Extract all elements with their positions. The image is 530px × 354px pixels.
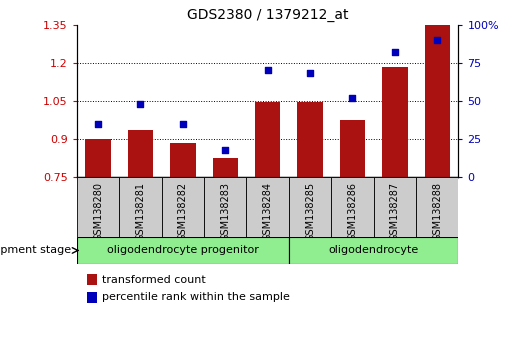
Bar <box>204 177 246 237</box>
Point <box>433 37 441 43</box>
Point <box>348 95 357 101</box>
Point <box>94 121 102 127</box>
Bar <box>425 25 450 177</box>
Bar <box>374 177 416 237</box>
Text: transformed count: transformed count <box>102 275 206 285</box>
Bar <box>255 102 280 177</box>
Text: GSM138280: GSM138280 <box>93 182 103 241</box>
Bar <box>246 177 289 237</box>
Text: oligodendrocyte: oligodendrocyte <box>329 245 419 256</box>
Bar <box>87 292 97 303</box>
Bar <box>416 177 458 237</box>
Text: GSM138283: GSM138283 <box>220 182 230 241</box>
Text: GSM138282: GSM138282 <box>178 182 188 241</box>
Bar <box>77 177 119 237</box>
Point <box>263 68 272 73</box>
Bar <box>213 158 238 177</box>
Bar <box>128 130 153 177</box>
Bar <box>289 177 331 237</box>
Text: GSM138288: GSM138288 <box>432 182 442 241</box>
Bar <box>289 237 458 264</box>
Point <box>391 49 399 55</box>
Point <box>136 101 145 107</box>
Point <box>179 121 187 127</box>
Bar <box>170 143 196 177</box>
Bar <box>87 274 97 285</box>
Bar <box>85 139 111 177</box>
Bar <box>162 177 204 237</box>
Text: oligodendrocyte progenitor: oligodendrocyte progenitor <box>107 245 259 256</box>
Point <box>221 147 229 153</box>
Bar <box>331 177 374 237</box>
Bar <box>77 237 289 264</box>
Bar <box>119 177 162 237</box>
Text: GSM138287: GSM138287 <box>390 182 400 241</box>
Text: development stage: development stage <box>0 245 72 256</box>
Text: GSM138286: GSM138286 <box>348 182 357 241</box>
Bar <box>382 67 408 177</box>
Title: GDS2380 / 1379212_at: GDS2380 / 1379212_at <box>187 8 348 22</box>
Text: percentile rank within the sample: percentile rank within the sample <box>102 292 290 302</box>
Text: GSM138285: GSM138285 <box>305 182 315 241</box>
Point <box>306 71 314 76</box>
Text: GSM138284: GSM138284 <box>263 182 272 241</box>
Bar <box>297 102 323 177</box>
Bar <box>340 120 365 177</box>
Text: GSM138281: GSM138281 <box>136 182 145 241</box>
